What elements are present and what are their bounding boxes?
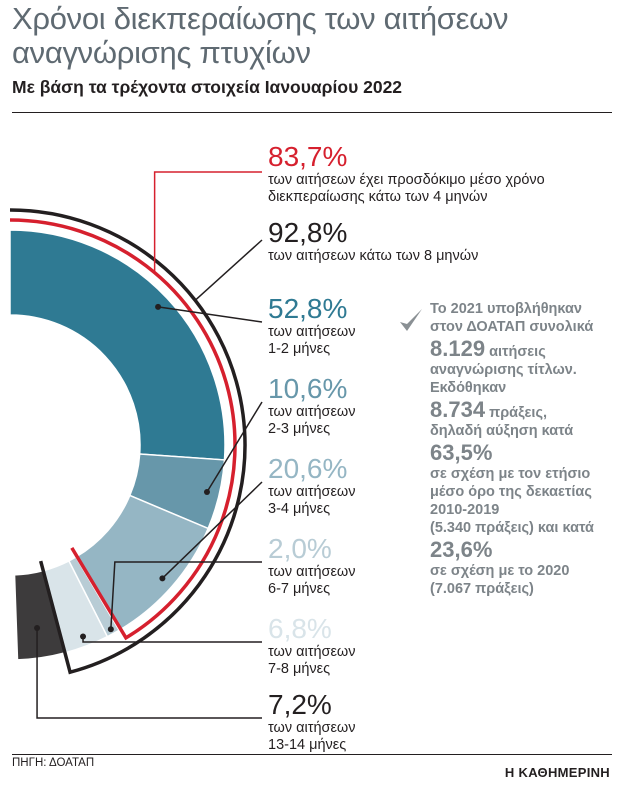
leader-dot <box>34 625 41 632</box>
label-slice-13-14m: 7,2% των αιτήσεων 13-14 μήνες <box>268 690 356 754</box>
value-label: 92,8% <box>268 217 348 248</box>
leader-line <box>206 401 263 493</box>
note-text: αναγνώρισης τίτλων. <box>430 362 577 378</box>
label-text: των αιτήσεων <box>268 484 356 500</box>
note-number: 23,6% <box>430 537 493 562</box>
note-text: πράξεις, <box>485 405 548 421</box>
leader-dot <box>203 488 210 495</box>
note-text: σε σχέση με τον ετήσιο <box>430 466 591 482</box>
note-text: 2010-2019 <box>430 502 500 518</box>
donut-slice <box>9 229 226 461</box>
note-text: Εκδόθηκαν <box>430 380 507 396</box>
leader-line <box>110 561 262 630</box>
note-number: 63,5% <box>430 440 493 465</box>
label-text: 6-7 μήνες <box>268 581 331 597</box>
label-text: των αιτήσεων <box>268 720 356 736</box>
leader-line <box>157 306 263 323</box>
label-slice-7-8m: 6,8% των αιτήσεων 7-8 μήνες <box>268 614 356 678</box>
label-text: 2-3 μήνες <box>268 421 331 437</box>
value-label: 6,8% <box>268 613 332 644</box>
title-rule <box>12 112 612 113</box>
note-text: στον ΔΟΑΤΑΠ συνολικά <box>430 319 594 335</box>
label-slice-2-3m: 10,6% των αιτήσεων 2-3 μήνες <box>268 374 356 438</box>
leader-dot <box>155 303 162 310</box>
value-label: 10,6% <box>268 373 348 404</box>
value-label: 2,0% <box>268 533 332 564</box>
leader-line <box>194 239 263 301</box>
label-text: 7-8 μήνες <box>268 661 331 677</box>
label-text: των αιτήσεων έχει προσδόκιμο μέσο χρόνο <box>268 172 545 188</box>
note-number: 8.129 <box>430 336 486 361</box>
label-text: διεκπεραίωσης κάτω των 4 μηνών <box>268 189 488 205</box>
note-text: (7.067 πράξεις) <box>430 581 534 597</box>
note-number: 8.734 <box>430 397 486 422</box>
chart-subtitle: Με βάση τα τρέχοντα στοιχεία Ιανουαρίου … <box>12 77 403 97</box>
note-text: αιτήσεις <box>485 344 546 360</box>
leader-dot <box>107 626 114 633</box>
note-text: Το 2021 υποβλήθηκαν <box>430 301 582 317</box>
cumulative-arc <box>9 208 247 675</box>
label-text: 3-4 μήνες <box>268 501 331 517</box>
label-text: των αιτήσεων <box>268 644 356 660</box>
source-label: ΠΗΓΗ: ΔΟΑΤΑΠ <box>12 757 95 769</box>
side-note: Το 2021 υποβλήθηκαν στον ΔΟΑΤΑΠ συνολικά… <box>430 300 618 598</box>
brand-logo: Η ΚΑΘΗΜΕΡΙΝΗ <box>504 765 610 780</box>
leader-line <box>153 171 262 273</box>
label-cumulative-4m: 83,7% των αιτήσεων έχει προσδόκιμο μέσο … <box>268 142 545 206</box>
value-label: 83,7% <box>268 141 348 172</box>
value-label: 20,6% <box>268 453 348 484</box>
label-text: των αιτήσεων <box>268 324 356 340</box>
leader-line <box>82 636 262 643</box>
label-text: 13-14 μήνες <box>268 737 347 753</box>
donut-slice <box>13 569 66 661</box>
label-slice-1-2m: 52,8% των αιτήσεων 1-2 μήνες <box>268 294 356 358</box>
label-text: των αιτήσεων κάτω των 8 μηνών <box>268 248 479 264</box>
label-slice-3-4m: 20,6% των αιτήσεων 3-4 μήνες <box>268 454 356 518</box>
label-cumulative-8m: 92,8% των αιτήσεων κάτω των 8 μηνών <box>268 218 478 265</box>
note-text: σε σχέση με το 2020 <box>430 563 570 579</box>
chart-title: Χρόνοι διεκπεραίωσης των αιτήσεων αναγνώ… <box>12 1 509 70</box>
checkmark-icon <box>400 309 422 331</box>
leader-line <box>36 628 262 719</box>
note-text: δηλαδή αύξηση κατά <box>430 423 574 439</box>
label-text: των αιτήσεων <box>268 564 356 580</box>
label-slice-6-7m: 2,0% των αιτήσεων 6-7 μήνες <box>268 534 356 598</box>
leader-dot <box>80 633 87 640</box>
value-label: 7,2% <box>268 689 332 720</box>
cumulative-arc <box>9 218 237 641</box>
label-text: των αιτήσεων <box>268 404 356 420</box>
leader-dot <box>159 575 166 582</box>
note-text: (5.340 πράξεις) και κατά <box>430 520 594 536</box>
footer-rule <box>12 754 612 755</box>
note-text: μέσο όρο της δεκαετίας <box>430 484 592 500</box>
label-text: 1-2 μήνες <box>268 341 331 357</box>
value-label: 52,8% <box>268 293 348 324</box>
